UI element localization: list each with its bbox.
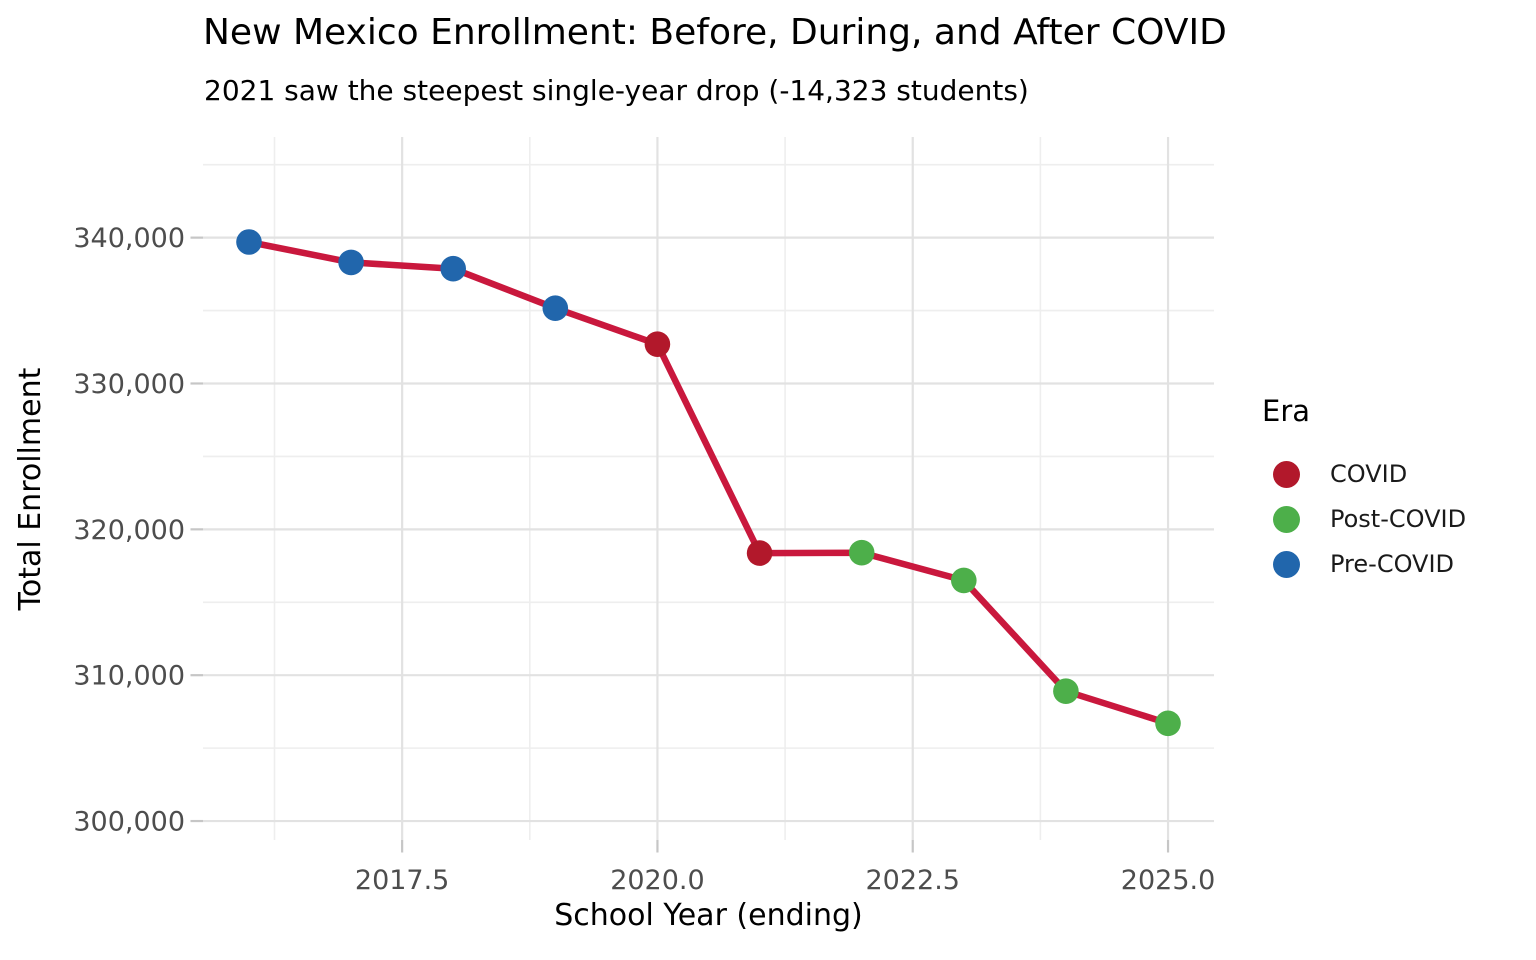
legend-item-pre-covid: Pre-COVID xyxy=(1262,550,1466,578)
data-point-2023 xyxy=(951,567,977,594)
y-axis-title: Total Enrollment xyxy=(13,367,48,611)
y-tick-label: 310,000 xyxy=(73,661,185,692)
legend: Era COVID Post-COVID Pre-COVID xyxy=(1262,394,1466,578)
y-tick-label: 340,000 xyxy=(73,223,185,254)
legend-label-pre-covid: Pre-COVID xyxy=(1330,550,1455,578)
data-point-2021 xyxy=(746,540,773,566)
x-tick-label: 2022.5 xyxy=(866,865,960,896)
legend-item-post-covid: Post-COVID xyxy=(1262,505,1466,533)
data-point-2016 xyxy=(236,229,262,255)
legend-label-post-covid: Post-COVID xyxy=(1330,505,1467,533)
data-point-2020 xyxy=(644,331,671,358)
chart-title: New Mexico Enrollment: Before, During, a… xyxy=(203,12,1227,53)
data-point-2019 xyxy=(542,295,569,322)
legend-items: COVID Post-COVID Pre-COVID xyxy=(1262,460,1466,578)
data-point-2025 xyxy=(1155,710,1181,737)
x-axis-title: School Year (ending) xyxy=(554,898,863,933)
legend-item-covid: COVID xyxy=(1262,460,1466,488)
data-point-2018 xyxy=(440,255,467,282)
x-tick-label: 2017.5 xyxy=(355,865,449,896)
legend-swatch-covid-icon xyxy=(1273,460,1300,488)
legend-swatch-pre-covid-icon xyxy=(1273,550,1300,578)
legend-title: Era xyxy=(1262,394,1311,428)
data-point-2022 xyxy=(848,539,875,566)
x-tick-label: 2020.0 xyxy=(610,865,704,896)
legend-label-covid: COVID xyxy=(1330,460,1408,488)
x-tick-label: 2025.0 xyxy=(1121,865,1215,896)
y-tick-label: 330,000 xyxy=(73,369,185,400)
y-tick-label: 320,000 xyxy=(73,515,185,546)
enrollment-line xyxy=(245,238,1172,727)
legend-swatch-post-covid-icon xyxy=(1273,505,1300,533)
y-tick-label: 300,000 xyxy=(73,807,185,838)
data-point-2017 xyxy=(338,249,364,276)
data-point-2024 xyxy=(1053,678,1079,704)
chart-subtitle: 2021 saw the steepest single-year drop (… xyxy=(204,74,1029,107)
